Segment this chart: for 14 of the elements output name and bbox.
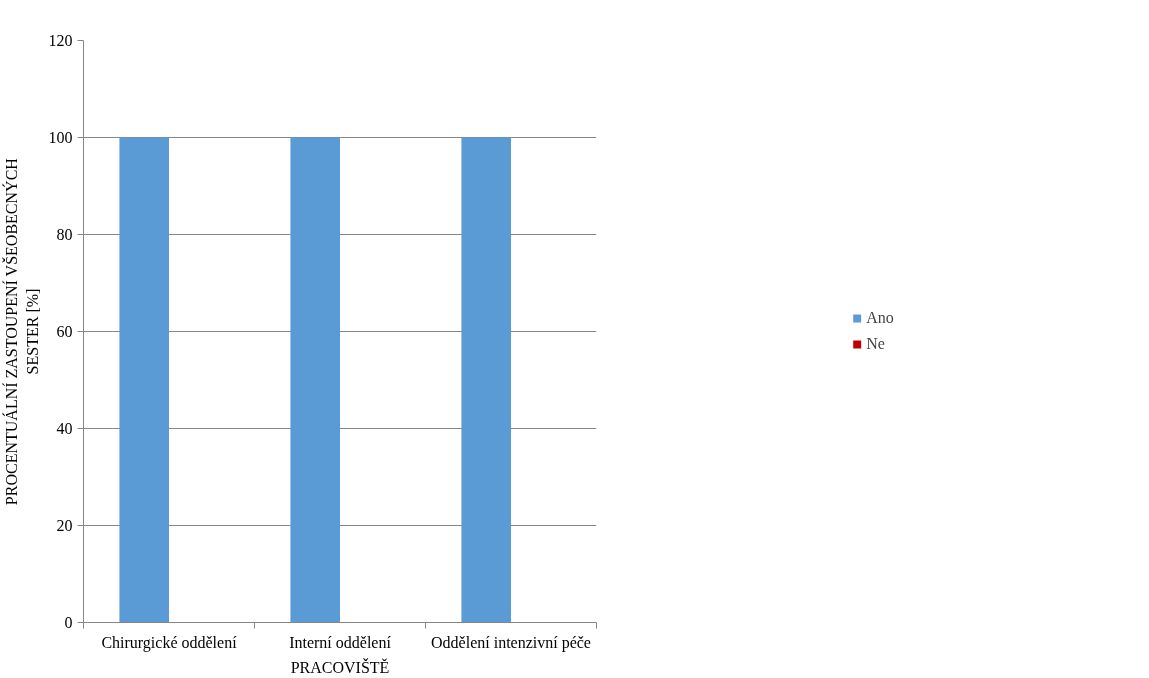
x-axis-title: PRACOVIŠTĚ xyxy=(290,657,390,676)
x-tick-label: Oddělení intenzivní péče xyxy=(431,633,591,652)
y-tick-label: 120 xyxy=(48,32,73,49)
y-tick-label: 40 xyxy=(56,420,73,437)
y-axis-title: PROCENTUÁLNÍ ZASTOUPENÍ VŠEOBECNÝCH SESTER [%] xyxy=(2,157,41,506)
legend-label: Ano xyxy=(866,309,894,327)
x-tick-label: Chirurgické oddělení xyxy=(101,633,238,652)
y-tick-label: 20 xyxy=(56,517,73,534)
y-tick-label: 60 xyxy=(56,323,73,340)
x-tick-label: Interní oddělení xyxy=(289,633,392,651)
legend-label: Ne xyxy=(866,335,886,353)
y-tick-label: 80 xyxy=(56,226,73,243)
y-tick-label: 100 xyxy=(48,129,73,146)
y-tick-label: 0 xyxy=(64,614,73,631)
